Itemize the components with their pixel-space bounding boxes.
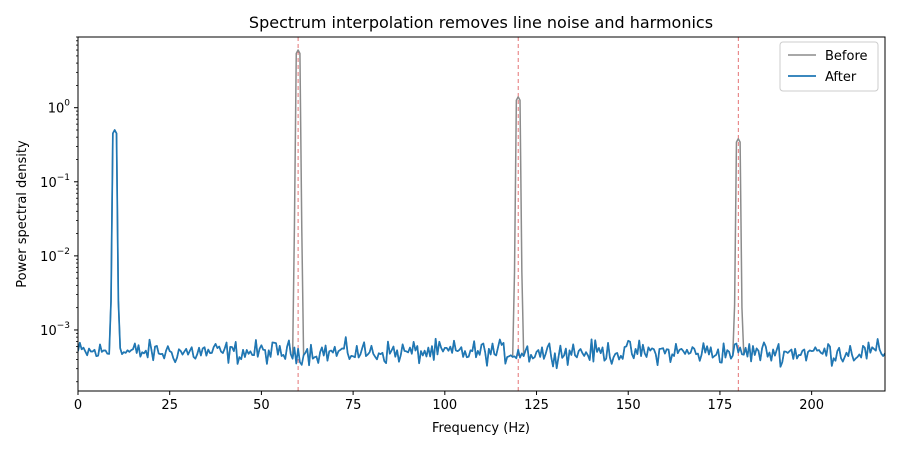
x-tick-label: 175 (708, 398, 733, 413)
x-axis: 0 25 50 75 100 125 150 175 200 (74, 391, 824, 413)
x-tick-label: 75 (345, 398, 362, 413)
series-line-after (78, 129, 885, 370)
x-axis-title: Frequency (Hz) (432, 421, 530, 436)
x-tick-label: 50 (253, 398, 270, 413)
legend-label-after: After (825, 70, 857, 85)
x-tick-label: 125 (524, 398, 549, 413)
chart-title: Spectrum interpolation removes line nois… (249, 13, 713, 32)
y-tick-label: 100 (48, 99, 71, 117)
x-tick-label: 200 (799, 398, 824, 413)
legend: Before After (779, 41, 879, 92)
legend-label-before: Before (825, 49, 868, 64)
x-tick-label: 0 (74, 398, 82, 413)
y-tick-label: 10−3 (40, 321, 70, 339)
x-tick-label: 150 (616, 398, 641, 413)
x-tick-label: 100 (432, 398, 457, 413)
y-tick-label: 10−1 (40, 173, 70, 191)
y-axis: 10−3 10−2 10−1 100 (40, 36, 78, 383)
harmonic-markers (297, 37, 739, 391)
y-tick-label: 10−2 (40, 247, 70, 265)
plot-area (77, 36, 886, 392)
x-tick-label: 25 (161, 398, 178, 413)
plot-frame (77, 36, 886, 392)
y-axis-title: Power spectral density (15, 140, 30, 288)
